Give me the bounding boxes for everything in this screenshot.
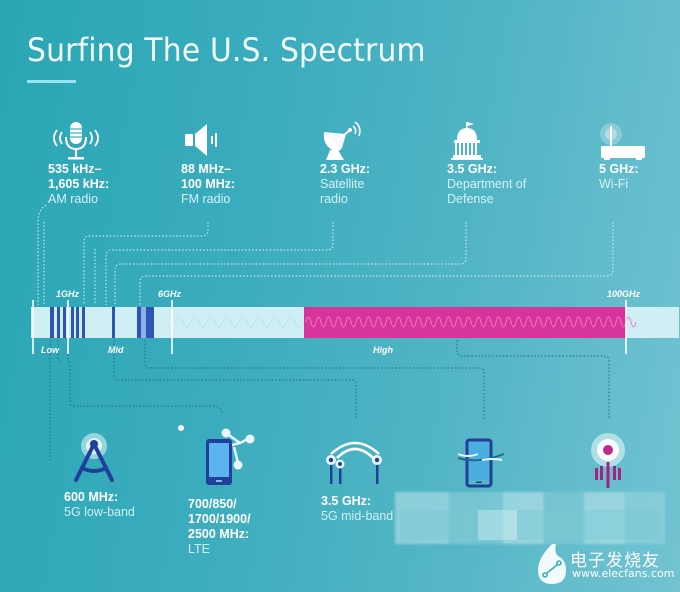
- band-label-low: Low: [41, 345, 59, 355]
- smartphone-network-icon: [206, 428, 255, 485]
- low-band-description: 5G low-band: [64, 505, 135, 519]
- dod-frequency: 3.5 GHz:: [447, 162, 498, 176]
- pixelated-overlay-inner: [400, 510, 660, 540]
- tick-marks: [32, 300, 627, 354]
- mmwave-antenna-icon: [591, 433, 625, 488]
- lte-description: LTE: [188, 542, 210, 556]
- top-item-am-radio: 535 kHz– 1,605 kHz: AM radio: [48, 120, 178, 207]
- speaker-icon: [185, 124, 217, 156]
- satellite-frequency: 2.3 GHz:: [320, 162, 371, 176]
- wifi-frequency: 5 GHz:: [599, 162, 639, 176]
- top-item-satellite-radio: 2.3 GHz: Satellite radio: [320, 120, 450, 207]
- satellite-description: Satellite radio: [320, 177, 365, 206]
- low-mid-band-stripes: [50, 307, 154, 338]
- antenna-array-icon: [326, 441, 382, 484]
- microphone-icon: [53, 122, 99, 160]
- dod-description: Department of Defense: [447, 177, 527, 206]
- top-connector-lines: [37, 204, 614, 305]
- top-item-fm-radio: 88 MHz– 100 MHz: FM radio: [181, 120, 311, 207]
- title-underline: [27, 80, 76, 83]
- wifi-description: Wi-Fi: [599, 177, 629, 191]
- bottom-item-lte: 700/850/1700/1900/2500 MHz: LTE: [188, 425, 328, 557]
- am-frequency: 535 kHz– 1,605 kHz:: [48, 162, 110, 191]
- high-band: [304, 307, 626, 338]
- am-description: AM radio: [48, 192, 99, 206]
- tick-label-6ghz: 6GHz: [158, 289, 182, 299]
- watermark-logo-icon: [538, 544, 566, 584]
- watermark-brand: 电子发烧友: [570, 551, 660, 571]
- capitol-building-icon: [451, 122, 483, 160]
- smartphone-waves-icon: [457, 438, 505, 488]
- satellite-dish-icon: [323, 121, 361, 160]
- wifi-router-icon: [600, 123, 645, 160]
- top-item-wifi: 5 GHz: Wi-Fi: [599, 120, 680, 192]
- tick-label-100ghz: 100GHz: [607, 289, 641, 299]
- tick-label-1ghz: 1GHz: [56, 289, 80, 299]
- fm-frequency: 88 MHz– 100 MHz:: [181, 162, 236, 191]
- top-item-department-of-defense: 3.5 GHz: Department of Defense: [447, 120, 577, 207]
- mid-band-description: 5G mid-band: [321, 509, 394, 523]
- cell-tower-icon: [74, 433, 114, 482]
- page-title: Surfing The U.S. Spectrum: [27, 31, 426, 69]
- bottom-item-smartphone-waves: [454, 438, 594, 490]
- watermark-url: www.elecfans.com: [572, 567, 675, 580]
- mid-band-frequency: 3.5 GHz:: [321, 494, 372, 508]
- bottom-item-5g-mid-band: 3.5 GHz: 5G mid-band: [321, 438, 461, 524]
- lte-frequency: 700/850/1700/1900/2500 MHz:: [188, 497, 251, 541]
- low-band-frequency: 600 MHz:: [64, 490, 119, 504]
- band-label-high: High: [373, 345, 393, 355]
- high-band-wave: [305, 316, 637, 328]
- bottom-item-5g-low-band: 600 MHz: 5G low-band: [64, 432, 204, 520]
- band-label-mid: Mid: [108, 345, 124, 355]
- bottom-item-mmwave: [590, 432, 680, 492]
- fm-description: FM radio: [181, 192, 231, 206]
